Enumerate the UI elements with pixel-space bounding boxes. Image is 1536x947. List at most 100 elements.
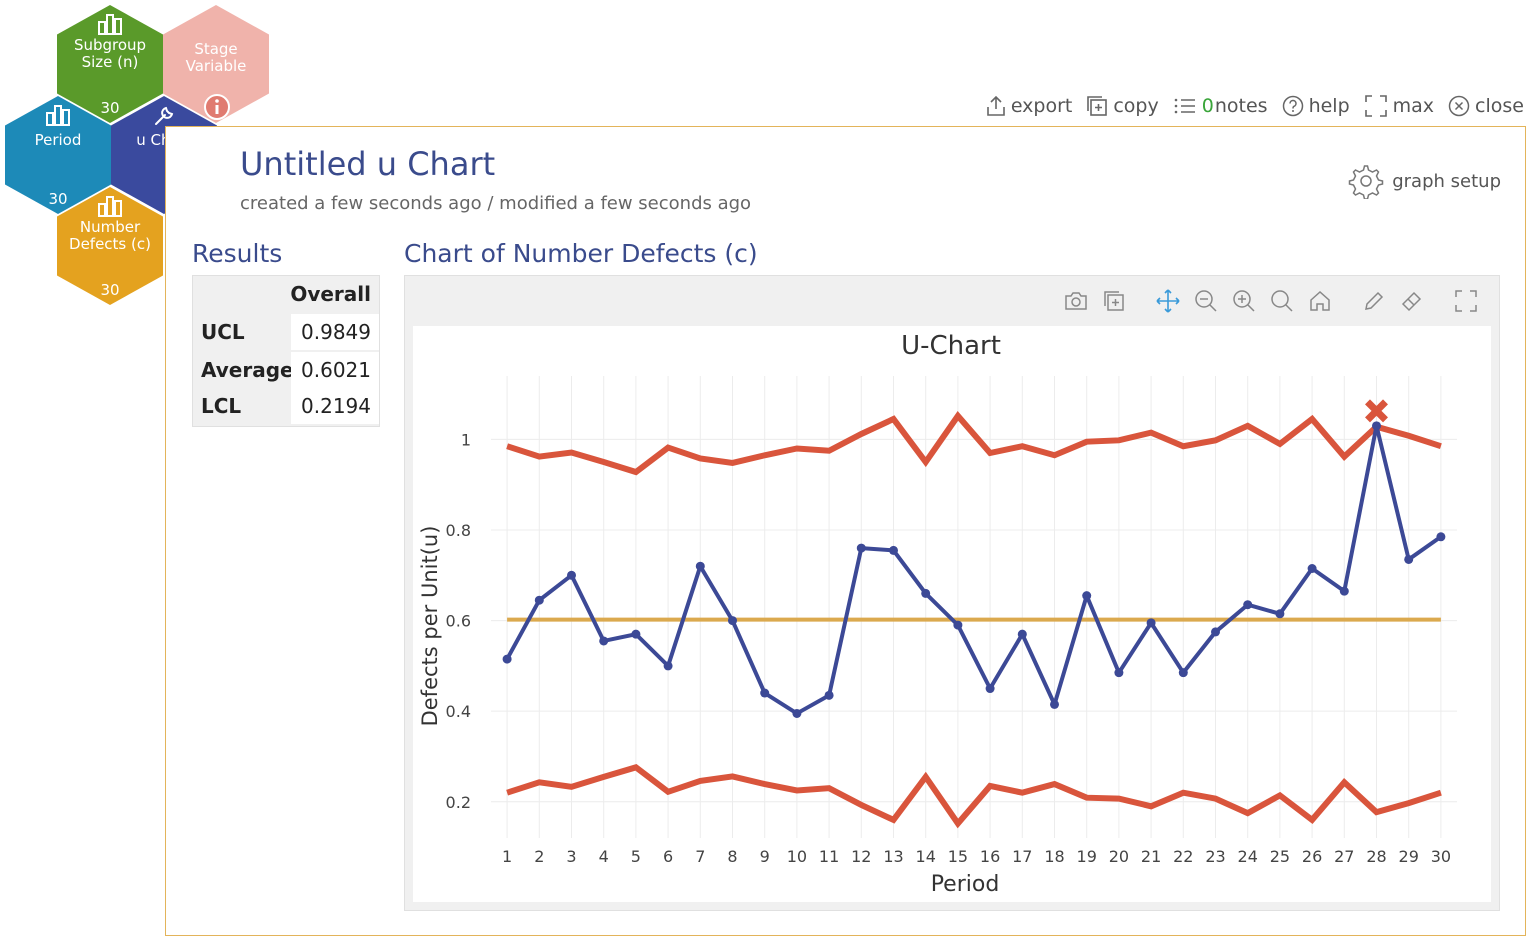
x-tick-label: 7 [695, 847, 705, 866]
x-tick-label: 10 [787, 847, 807, 866]
row-label: Average [201, 358, 294, 382]
x-tick-label: 12 [851, 847, 871, 866]
y-axis-label: Defects per Unit(u) [418, 526, 442, 727]
copy-label: copy [1113, 95, 1159, 117]
u-data-point [1146, 618, 1156, 628]
x-tick-label: 30 [1431, 847, 1451, 866]
pan-icon[interactable] [1155, 288, 1181, 314]
lcl-line [506, 764, 1442, 829]
x-tick-label: 4 [599, 847, 609, 866]
maximize-icon [1364, 95, 1387, 117]
page-title[interactable]: Untitled u Chart [240, 145, 496, 183]
zoom-in-icon[interactable] [1231, 288, 1257, 314]
bar-chart-icon [57, 195, 163, 217]
hex-period-count: 30 [48, 190, 68, 208]
close-label: close [1475, 95, 1524, 117]
wrench-icon [111, 104, 217, 126]
copy-button[interactable]: copy [1086, 95, 1159, 117]
u-data-point [1436, 532, 1446, 542]
main-panel: Untitled u Chart created a few seconds a… [165, 126, 1526, 936]
zoom-out-icon[interactable] [1193, 288, 1219, 314]
x-tick-label: 1 [502, 847, 512, 866]
x-tick-label: 29 [1399, 847, 1419, 866]
chart-modebar [1063, 288, 1479, 314]
y-tick-label: 0.4 [446, 702, 471, 721]
x-tick-label: 21 [1141, 847, 1161, 866]
hex-stage-variable[interactable]: Stage Variable [163, 5, 269, 123]
u-data-point [1017, 629, 1027, 639]
help-button[interactable]: help [1282, 95, 1350, 117]
u-data-point [599, 636, 609, 646]
u-data-point [921, 588, 931, 598]
graph-setup-label: graph setup [1392, 170, 1501, 192]
x-tick-label: 20 [1109, 847, 1129, 866]
hex-subgroup-count: 30 [100, 99, 120, 117]
row-label: UCL [201, 320, 245, 344]
zoom-icon[interactable] [1269, 288, 1295, 314]
graph-setup-button[interactable]: graph setup [1348, 163, 1501, 199]
u-data-point [1082, 591, 1092, 601]
copy-icon [1087, 96, 1108, 116]
u-data-point [1339, 586, 1349, 596]
y-tick-label: 0.8 [446, 521, 471, 540]
hex-period-label: Period [34, 131, 82, 149]
x-tick-label: 23 [1205, 847, 1225, 866]
x-tick-label: 24 [1238, 847, 1258, 866]
max-button[interactable]: max [1364, 94, 1434, 118]
u-data-point [1404, 554, 1414, 564]
table-row: UCL 0.9849 [193, 314, 379, 350]
y-tick-label: 0.6 [446, 612, 471, 631]
results-column-header: Overall [290, 282, 371, 306]
u-data-point [824, 690, 834, 700]
hex-stage-label: Stage Variable [185, 40, 247, 75]
x-tick-label: 16 [980, 847, 1000, 866]
x-tick-label: 14 [916, 847, 936, 866]
x-tick-label: 25 [1270, 847, 1290, 866]
u-data-point [1178, 668, 1188, 678]
copy-chart-icon[interactable] [1101, 288, 1127, 314]
u-data-point [502, 654, 512, 664]
u-data-point [792, 708, 802, 718]
out-of-control-marker [1365, 399, 1388, 423]
results-table: Overall UCL 0.9849 Average 0.6021 LCL 0.… [192, 275, 380, 427]
u-data-point [1243, 600, 1253, 610]
help-label: help [1308, 95, 1350, 117]
list-icon [1174, 98, 1195, 114]
x-tick-label: 19 [1077, 847, 1097, 866]
x-tick-label: 18 [1044, 847, 1064, 866]
export-icon [987, 95, 1005, 116]
x-tick-label: 9 [760, 847, 770, 866]
info-icon[interactable] [203, 93, 231, 123]
y-tick-label: 1 [461, 430, 471, 449]
u-data-point [856, 543, 866, 553]
x-tick-label: 27 [1334, 847, 1354, 866]
eraser-icon[interactable] [1399, 288, 1425, 314]
camera-icon[interactable] [1063, 288, 1089, 314]
x-tick-label: 6 [663, 847, 673, 866]
u-data-point [1211, 627, 1220, 637]
pencil-icon[interactable] [1361, 288, 1387, 314]
row-value: 0.9849 [291, 314, 379, 350]
table-row: LCL 0.2194 [193, 388, 379, 424]
notes-label: notes [1214, 95, 1268, 117]
u-data-point [1307, 564, 1317, 573]
hex-defects-count: 30 [100, 281, 120, 299]
tick-labels: 1 2 3 4 5 6 7 8 9 10 11 12 13 14 15 16 17 18 19 20 21 22 23 24 2… [446, 430, 1452, 866]
chart-section-title: Chart of Number Defects (c) [404, 239, 758, 268]
u-data-point [1275, 609, 1285, 619]
bar-chart-icon [5, 104, 111, 126]
row-label: LCL [201, 394, 242, 418]
notes-button[interactable]: 0 notes [1173, 95, 1268, 117]
u-data-point [953, 620, 963, 630]
row-value: 0.2194 [291, 388, 379, 424]
fullscreen-icon[interactable] [1453, 288, 1479, 314]
x-tick-label: 3 [566, 847, 576, 866]
u-data-point [728, 616, 737, 626]
x-tick-label: 28 [1366, 847, 1386, 866]
u-data-point [760, 688, 770, 698]
home-icon[interactable] [1307, 288, 1333, 314]
close-button[interactable]: close [1448, 95, 1524, 117]
export-button[interactable]: export [986, 95, 1072, 117]
x-tick-label: 26 [1302, 847, 1322, 866]
